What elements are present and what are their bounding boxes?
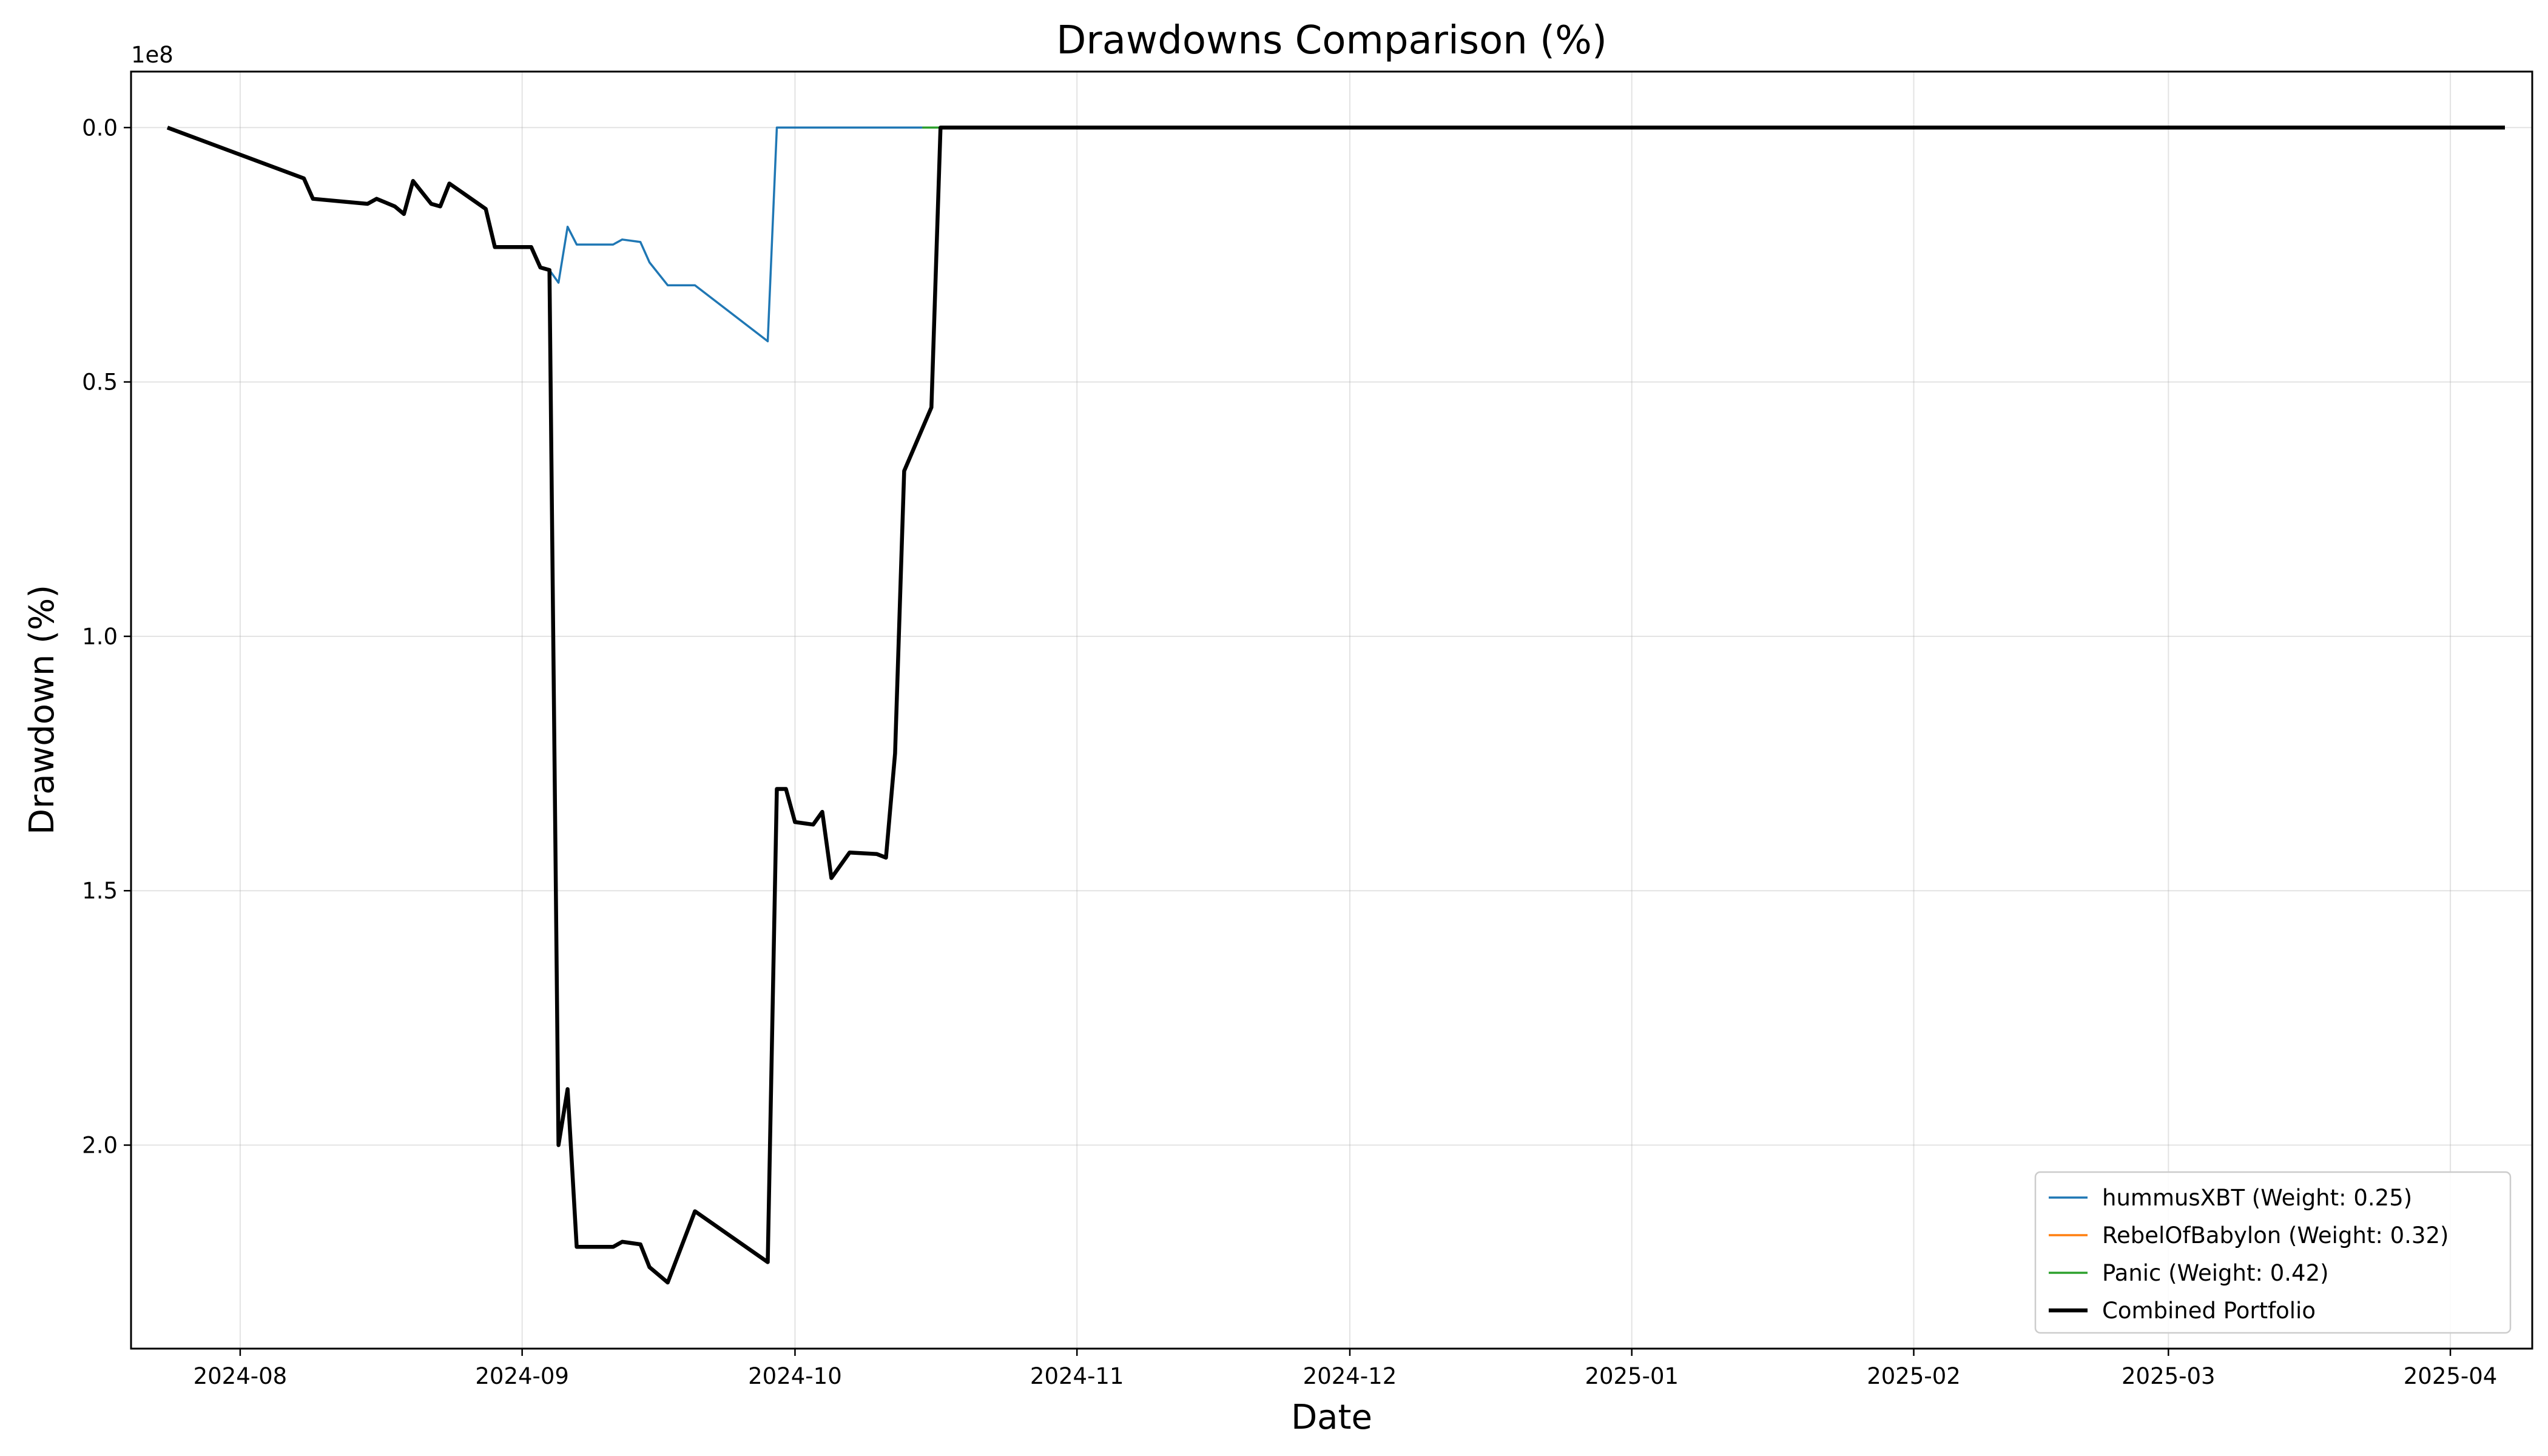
y-axis-ticks: 0.0 0.5 1.0 1.5 2.0 [82, 115, 131, 1159]
legend-label: Panic (Weight: 0.42) [2102, 1260, 2329, 1286]
legend-box [2034, 1171, 2512, 1334]
x-tick-label: 2025-04 [2404, 1363, 2498, 1389]
y-tick-label: 2.0 [82, 1133, 118, 1159]
chart-title: Drawdowns Comparison (%) [1056, 18, 1607, 63]
y-tick-label: 1.0 [82, 624, 118, 650]
x-tick-label: 2025-01 [1585, 1363, 1679, 1389]
y-offset-label: 1e8 [131, 42, 174, 68]
y-axis-label: Drawdown (%) [22, 585, 62, 835]
legend: hummusXBT (Weight: 0.25) RebelOfBabylon (… [2034, 1171, 2512, 1334]
x-tick-label: 2025-03 [2122, 1363, 2216, 1389]
x-tick-label: 2025-02 [1867, 1363, 1961, 1389]
series-line-3 [166, 126, 2505, 1285]
series-layer [166, 126, 2505, 1285]
legend-label: RebelOfBabylon (Weight: 0.32) [2102, 1222, 2449, 1249]
x-tick-label: 2024-11 [1030, 1363, 1124, 1389]
plot-frame [130, 70, 2533, 1350]
y-tick-label: 0.0 [82, 115, 118, 141]
x-axis-label: Date [1291, 1398, 1372, 1437]
x-axis-ticks: 2024-08 2024-09 2024-10 2024-11 2024-12 2025-… [194, 1349, 2498, 1389]
x-tick-label: 2024-09 [475, 1363, 569, 1389]
y-tick-label: 1.5 [82, 878, 118, 904]
legend-label: hummusXBT (Weight: 0.25) [2102, 1185, 2412, 1211]
x-tick-label: 2024-08 [194, 1363, 288, 1389]
y-tick-label: 0.5 [82, 369, 118, 396]
x-tick-label: 2024-12 [1303, 1363, 1397, 1389]
legend-label: Combined Portfolio [2102, 1298, 2316, 1324]
x-tick-label: 2024-10 [748, 1363, 842, 1389]
